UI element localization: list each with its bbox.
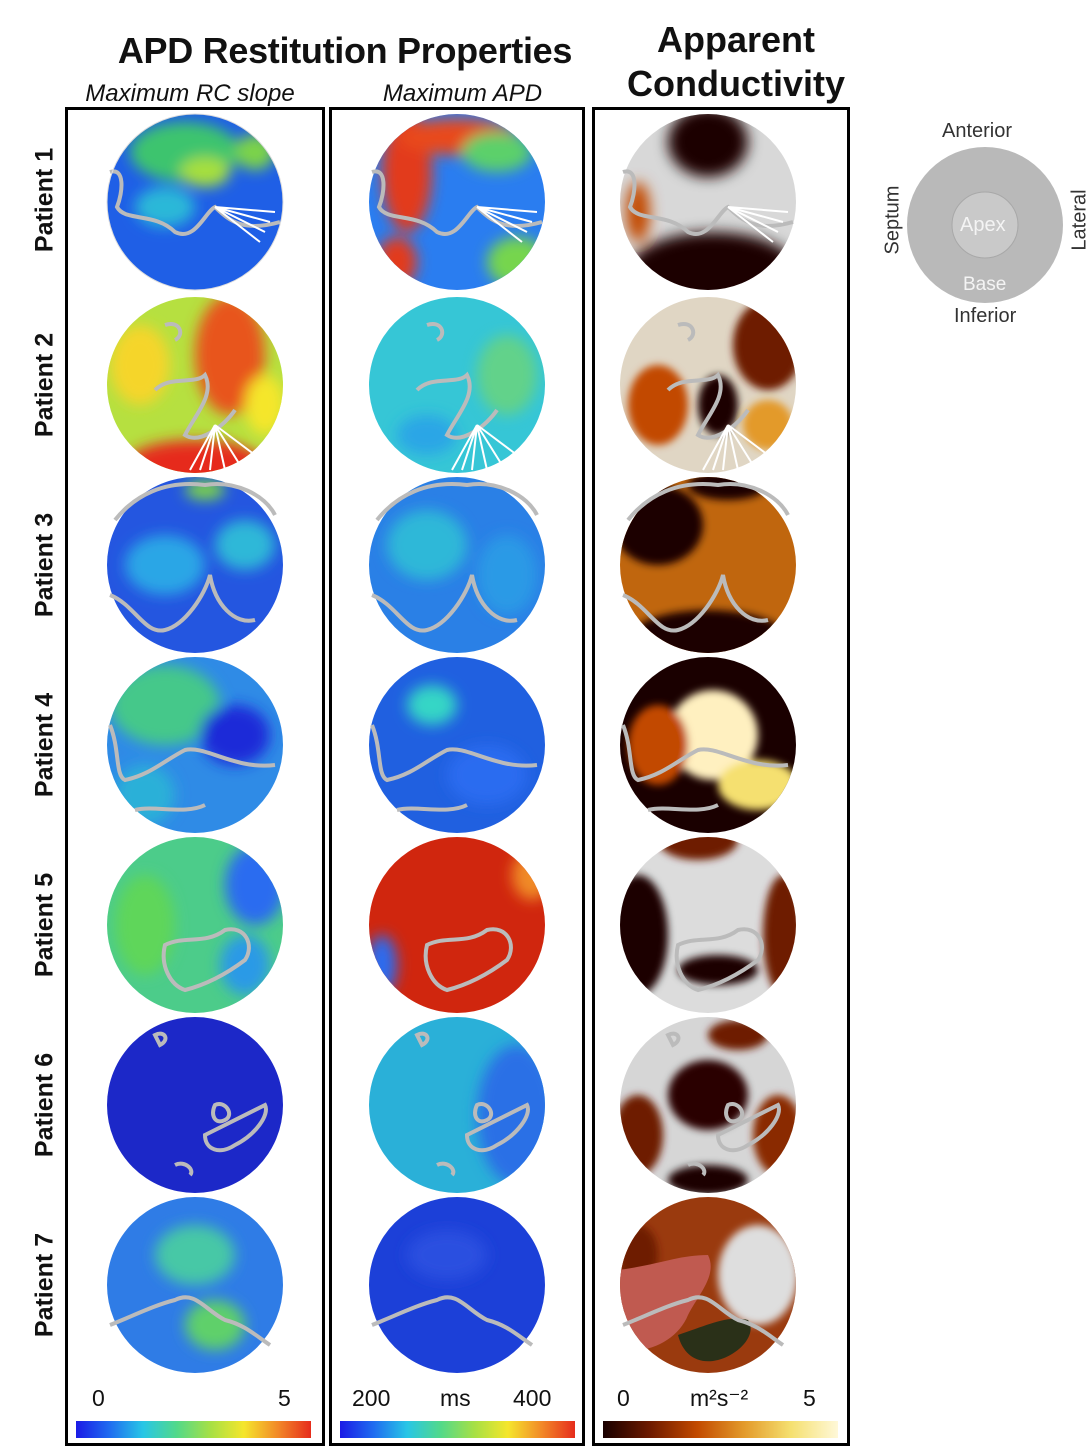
max-apd-panel <box>329 107 585 1446</box>
patient-4-max-apd-map <box>369 657 545 833</box>
patient-3-conductivity-map <box>620 477 796 653</box>
rc-slope-panel <box>65 107 325 1446</box>
legend-inferior-label: Inferior <box>954 305 1017 327</box>
patient-7-max-apd-map <box>369 1197 545 1373</box>
patient-6-max-apd-map <box>369 1017 545 1193</box>
conductivity-colorbar-min: 0 <box>617 1385 630 1411</box>
patient-1-max-apd-map <box>369 114 545 290</box>
legend-apex-label: Apex <box>960 214 1006 236</box>
patient-6-rc-slope-map <box>107 1017 283 1193</box>
patient-2-max-apd-map <box>369 297 545 473</box>
patient-4-conductivity-map <box>620 657 796 833</box>
rc-slope-colorbar-min: 0 <box>92 1385 105 1411</box>
legend-base-label: Base <box>963 274 1007 295</box>
legend-anterior-label: Anterior <box>942 120 1013 142</box>
max-rc-slope-subtitle: Maximum RC slope <box>85 80 295 107</box>
rc-slope-colorbar <box>76 1421 311 1438</box>
patient-5-rc-slope-map <box>107 837 283 1013</box>
patient-4-rc-slope-map <box>107 657 283 833</box>
rc-slope-colorbar-max: 5 <box>278 1385 291 1411</box>
apd-colorbar-min: 200 <box>352 1385 391 1411</box>
apd-colorbar <box>340 1421 575 1438</box>
patient-5-conductivity-map <box>620 837 796 1013</box>
patient-1-rc-slope-map <box>106 113 284 291</box>
patient-2-conductivity-map <box>620 297 796 473</box>
orientation-legend-diagram <box>907 147 1063 303</box>
patient-3-max-apd-map <box>369 477 545 653</box>
conductivity-colorbar-max: 5 <box>803 1385 816 1411</box>
patient-3-rc-slope-map <box>107 477 283 653</box>
apd-colorbar-max: 400 <box>513 1385 552 1411</box>
conductivity-colorbar-unit: m²s⁻² <box>690 1385 749 1411</box>
conductivity-panel <box>592 107 850 1446</box>
patient-1-conductivity-map <box>620 114 796 290</box>
patient-7-conductivity-map <box>620 1197 796 1373</box>
apd-restitution-title: APD Restitution Properties <box>117 30 573 71</box>
patient-2-rc-slope-map <box>107 297 283 473</box>
patient-6-conductivity-map <box>620 1017 796 1193</box>
conductivity-colorbar <box>603 1421 838 1438</box>
apd-colorbar-unit: ms <box>440 1385 471 1411</box>
apparent-conductivity-title-line2: Conductivity <box>626 63 845 104</box>
apparent-conductivity-title: Apparent Conductivity <box>596 18 876 106</box>
max-apd-subtitle: Maximum APD <box>382 80 543 107</box>
patient-7-rc-slope-map <box>107 1197 283 1373</box>
patient-5-max-apd-map <box>369 837 545 1013</box>
apparent-conductivity-title-line1: Apparent <box>656 19 815 60</box>
